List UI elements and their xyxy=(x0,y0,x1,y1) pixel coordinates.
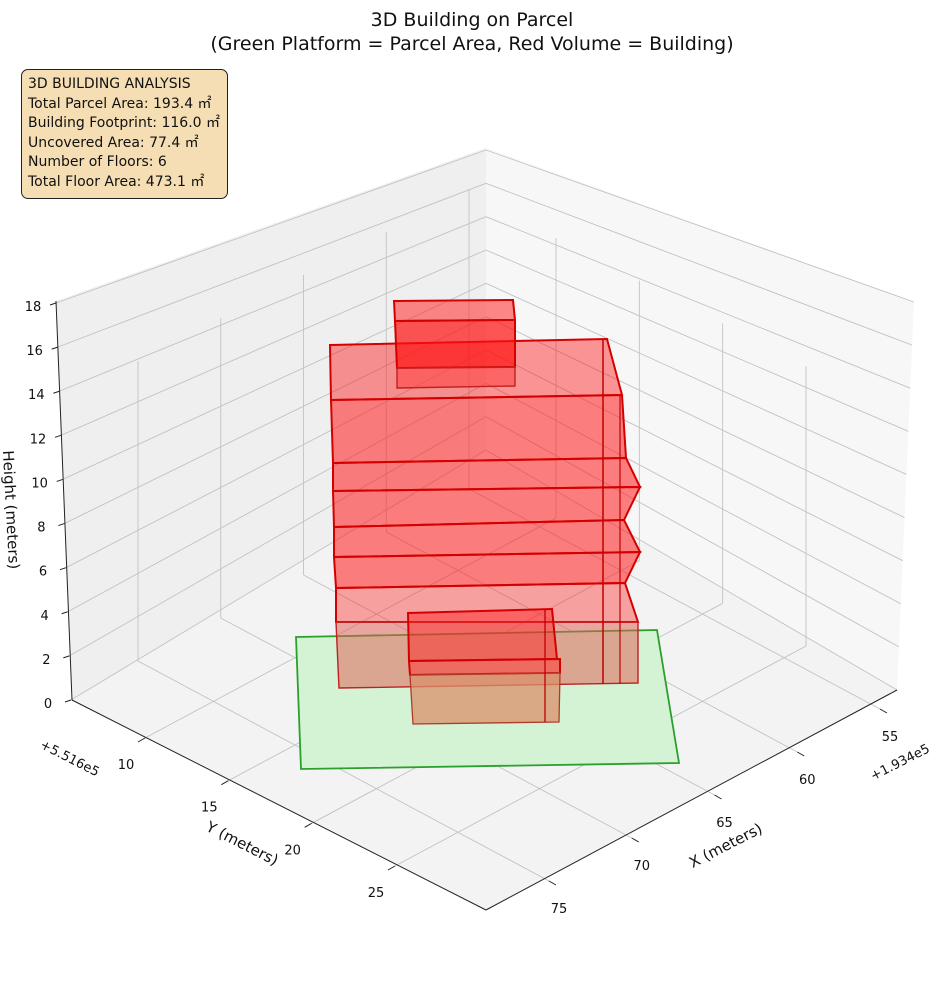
y-tick-label: 15 xyxy=(201,801,218,816)
z-tick-mark xyxy=(64,699,72,703)
z-tick-label: 14 xyxy=(28,388,45,403)
z-tick-label: 12 xyxy=(30,432,47,447)
x-tick-label: 70 xyxy=(633,859,650,874)
x-tick-mark xyxy=(631,837,639,843)
z-tick-mark xyxy=(63,655,70,659)
info-uncovered: Uncovered Area: 77.4 ㎡ xyxy=(28,134,199,151)
floor-band xyxy=(332,456,642,493)
floor-band xyxy=(333,518,642,559)
y-tick-mark xyxy=(387,865,396,871)
z-axis-line xyxy=(55,300,73,701)
x-tick-label: 60 xyxy=(799,773,816,788)
z-tick-label: 2 xyxy=(42,653,50,668)
z-tick-mark xyxy=(59,567,67,571)
roof-face xyxy=(406,607,559,663)
analysis-info-box: 3D BUILDING ANALYSIS Total Parcel Area: … xyxy=(21,69,228,199)
z-tick-label: 4 xyxy=(41,609,49,624)
chart-title: 3D Building on Parcel xyxy=(371,9,574,31)
y-tick-mark xyxy=(221,780,229,786)
front-face xyxy=(393,318,516,370)
z-tick-label: 6 xyxy=(39,565,47,580)
z-tick-label: 10 xyxy=(31,476,48,491)
z-tick-label: 16 xyxy=(26,344,43,359)
x-tick-label: 65 xyxy=(716,816,733,831)
y-tick-label: 20 xyxy=(284,843,301,858)
x-tick-mark xyxy=(797,751,805,757)
pane-left xyxy=(56,148,486,700)
floor-band xyxy=(329,393,628,465)
lower-face xyxy=(396,366,516,389)
z-tick-mark xyxy=(61,611,68,615)
x-tick-mark xyxy=(879,708,888,714)
x-offset-label: +1.934e5 xyxy=(868,742,932,785)
info-floors: Number of Floors: 6 xyxy=(28,154,167,170)
z-tick-label: 8 xyxy=(37,521,45,536)
y-offset-label: +5.516e5 xyxy=(37,738,101,781)
x-tick-mark xyxy=(548,880,557,886)
y-tick-label: 10 xyxy=(118,758,135,773)
z-tick-mark xyxy=(54,434,62,438)
x-axis-line xyxy=(485,689,898,911)
y-tick-mark xyxy=(304,822,312,828)
info-parcel-area: Total Parcel Area: 193.4 ㎡ xyxy=(28,95,212,112)
z-tick-mark xyxy=(53,390,60,394)
building-annex xyxy=(406,607,561,725)
chart-subtitle: (Green Platform = Parcel Area, Red Volum… xyxy=(210,33,733,55)
z-axis-label: Height (meters) xyxy=(0,450,23,570)
roof-face xyxy=(392,298,517,323)
building-rooftop xyxy=(392,298,517,389)
z-tick-mark xyxy=(56,478,63,482)
z-tick-mark xyxy=(58,523,65,527)
z-tick-label: 0 xyxy=(44,697,52,712)
info-footprint: Building Footprint: 116.0 ㎡ xyxy=(28,115,221,131)
y-tick-mark xyxy=(137,737,146,743)
base-wall xyxy=(409,672,561,725)
info-heading: 3D BUILDING ANALYSIS xyxy=(28,76,191,92)
x-tick-mark xyxy=(714,794,722,800)
y-axis-line xyxy=(71,699,487,911)
y-tick-label: 25 xyxy=(368,886,385,901)
z-ticks: 0 2 4 6 8 10 12 14 16 18 xyxy=(25,300,72,712)
y-ticks: 10 15 20 25 xyxy=(118,737,396,901)
y-axis-label: Y (meters) xyxy=(202,817,281,869)
z-tick-label: 18 xyxy=(25,300,42,315)
z-tick-mark xyxy=(51,346,58,350)
z-tick-mark xyxy=(49,302,57,306)
floor-band xyxy=(407,657,561,677)
x-tick-label: 75 xyxy=(551,902,568,917)
x-ticks: 55 60 65 70 75 xyxy=(548,708,899,917)
x-tick-label: 55 xyxy=(882,730,899,745)
info-floor-area: Total Floor Area: 473.1 ㎡ xyxy=(28,173,205,190)
building-main xyxy=(328,337,642,689)
